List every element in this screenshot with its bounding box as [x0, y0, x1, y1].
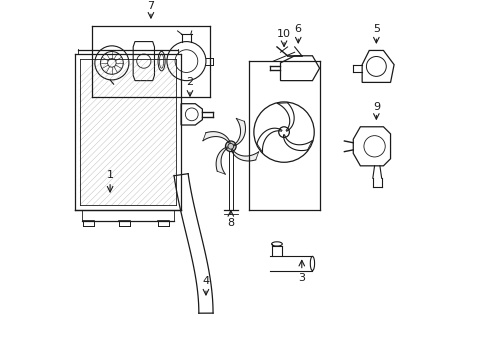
Text: 7: 7: [147, 1, 154, 11]
Text: 5: 5: [373, 24, 380, 34]
Circle shape: [225, 141, 236, 152]
Text: 10: 10: [277, 30, 291, 40]
Text: 1: 1: [107, 170, 114, 180]
Polygon shape: [216, 147, 228, 174]
Text: 2: 2: [186, 77, 194, 87]
Text: 4: 4: [202, 276, 210, 286]
Text: 8: 8: [227, 218, 234, 228]
Text: 9: 9: [373, 102, 380, 112]
Polygon shape: [203, 132, 230, 143]
Text: 6: 6: [295, 24, 302, 34]
Polygon shape: [231, 149, 259, 161]
Polygon shape: [234, 118, 245, 146]
Text: 3: 3: [298, 273, 305, 283]
